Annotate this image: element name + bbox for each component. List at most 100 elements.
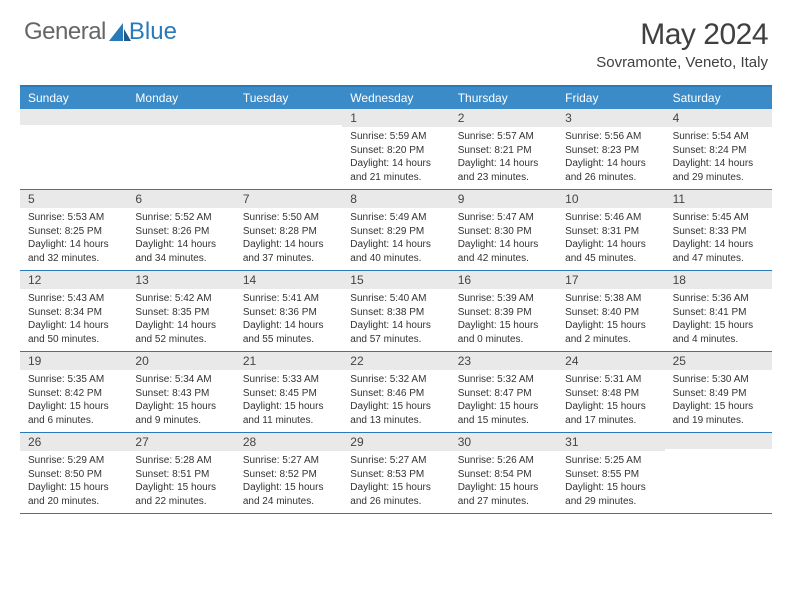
calendar: SundayMondayTuesdayWednesdayThursdayFrid… <box>20 85 772 514</box>
detail-line: Daylight: 14 hours <box>565 157 656 171</box>
day-number: 15 <box>342 271 449 289</box>
detail-line: Sunrise: 5:32 AM <box>350 373 441 387</box>
detail-line: Sunset: 8:21 PM <box>458 144 549 158</box>
detail-line: Sunrise: 5:59 AM <box>350 130 441 144</box>
day-number: 31 <box>557 433 664 451</box>
calendar-cell: 14Sunrise: 5:41 AMSunset: 8:36 PMDayligh… <box>235 271 342 351</box>
detail-line: and 42 minutes. <box>458 252 549 266</box>
detail-line: Sunrise: 5:41 AM <box>243 292 334 306</box>
calendar-week: 12Sunrise: 5:43 AMSunset: 8:34 PMDayligh… <box>20 271 772 352</box>
calendar-cell: 20Sunrise: 5:34 AMSunset: 8:43 PMDayligh… <box>127 352 234 432</box>
day-number <box>665 433 772 449</box>
day-detail: Sunrise: 5:39 AMSunset: 8:39 PMDaylight:… <box>450 289 557 351</box>
header: General Blue May 2024 Sovramonte, Veneto… <box>0 0 792 77</box>
detail-line: and 17 minutes. <box>565 414 656 428</box>
day-number: 25 <box>665 352 772 370</box>
day-detail: Sunrise: 5:53 AMSunset: 8:25 PMDaylight:… <box>20 208 127 270</box>
detail-line: Sunset: 8:29 PM <box>350 225 441 239</box>
detail-line: and 15 minutes. <box>458 414 549 428</box>
detail-line: Sunrise: 5:27 AM <box>350 454 441 468</box>
calendar-cell <box>20 109 127 189</box>
calendar-cell: 13Sunrise: 5:42 AMSunset: 8:35 PMDayligh… <box>127 271 234 351</box>
calendar-cell <box>127 109 234 189</box>
day-number: 3 <box>557 109 664 127</box>
detail-line: Daylight: 15 hours <box>350 481 441 495</box>
detail-line: Sunset: 8:25 PM <box>28 225 119 239</box>
day-number: 23 <box>450 352 557 370</box>
detail-line: Daylight: 15 hours <box>28 481 119 495</box>
calendar-cell: 16Sunrise: 5:39 AMSunset: 8:39 PMDayligh… <box>450 271 557 351</box>
location-label: Sovramonte, Veneto, Italy <box>596 54 768 71</box>
detail-line: Sunrise: 5:27 AM <box>243 454 334 468</box>
calendar-cell <box>665 433 772 513</box>
detail-line: Sunrise: 5:53 AM <box>28 211 119 225</box>
day-detail: Sunrise: 5:45 AMSunset: 8:33 PMDaylight:… <box>665 208 772 270</box>
day-detail: Sunrise: 5:28 AMSunset: 8:51 PMDaylight:… <box>127 451 234 513</box>
detail-line: Daylight: 15 hours <box>565 319 656 333</box>
detail-line: Sunrise: 5:34 AM <box>135 373 226 387</box>
calendar-cell: 22Sunrise: 5:32 AMSunset: 8:46 PMDayligh… <box>342 352 449 432</box>
title-block: May 2024 Sovramonte, Veneto, Italy <box>596 18 768 71</box>
day-detail: Sunrise: 5:59 AMSunset: 8:20 PMDaylight:… <box>342 127 449 189</box>
detail-line: and 29 minutes. <box>673 171 764 185</box>
day-detail: Sunrise: 5:47 AMSunset: 8:30 PMDaylight:… <box>450 208 557 270</box>
calendar-cell: 29Sunrise: 5:27 AMSunset: 8:53 PMDayligh… <box>342 433 449 513</box>
day-number <box>20 109 127 125</box>
weekday-header: Saturday <box>665 87 772 109</box>
detail-line: and 40 minutes. <box>350 252 441 266</box>
detail-line: Sunset: 8:40 PM <box>565 306 656 320</box>
detail-line: and 32 minutes. <box>28 252 119 266</box>
day-detail: Sunrise: 5:30 AMSunset: 8:49 PMDaylight:… <box>665 370 772 432</box>
weekday-header-row: SundayMondayTuesdayWednesdayThursdayFrid… <box>20 87 772 109</box>
calendar-cell: 10Sunrise: 5:46 AMSunset: 8:31 PMDayligh… <box>557 190 664 270</box>
logo-sail-icon <box>109 20 131 38</box>
day-number <box>127 109 234 125</box>
calendar-cell: 28Sunrise: 5:27 AMSunset: 8:52 PMDayligh… <box>235 433 342 513</box>
day-detail: Sunrise: 5:34 AMSunset: 8:43 PMDaylight:… <box>127 370 234 432</box>
detail-line: Daylight: 14 hours <box>350 157 441 171</box>
day-number: 24 <box>557 352 664 370</box>
detail-line: Sunrise: 5:56 AM <box>565 130 656 144</box>
detail-line: Daylight: 15 hours <box>458 481 549 495</box>
detail-line: Sunrise: 5:28 AM <box>135 454 226 468</box>
detail-line: Sunset: 8:31 PM <box>565 225 656 239</box>
day-number: 9 <box>450 190 557 208</box>
day-detail: Sunrise: 5:49 AMSunset: 8:29 PMDaylight:… <box>342 208 449 270</box>
day-number: 12 <box>20 271 127 289</box>
day-detail: Sunrise: 5:40 AMSunset: 8:38 PMDaylight:… <box>342 289 449 351</box>
day-number: 10 <box>557 190 664 208</box>
detail-line: and 11 minutes. <box>243 414 334 428</box>
weekday-header: Wednesday <box>342 87 449 109</box>
detail-line: Sunset: 8:52 PM <box>243 468 334 482</box>
detail-line: Daylight: 14 hours <box>350 319 441 333</box>
calendar-cell <box>235 109 342 189</box>
detail-line: and 22 minutes. <box>135 495 226 509</box>
detail-line: and 21 minutes. <box>350 171 441 185</box>
calendar-cell: 18Sunrise: 5:36 AMSunset: 8:41 PMDayligh… <box>665 271 772 351</box>
calendar-cell: 27Sunrise: 5:28 AMSunset: 8:51 PMDayligh… <box>127 433 234 513</box>
calendar-cell: 15Sunrise: 5:40 AMSunset: 8:38 PMDayligh… <box>342 271 449 351</box>
calendar-cell: 31Sunrise: 5:25 AMSunset: 8:55 PMDayligh… <box>557 433 664 513</box>
day-detail: Sunrise: 5:27 AMSunset: 8:53 PMDaylight:… <box>342 451 449 513</box>
detail-line: Daylight: 15 hours <box>673 400 764 414</box>
calendar-cell: 5Sunrise: 5:53 AMSunset: 8:25 PMDaylight… <box>20 190 127 270</box>
detail-line: Sunset: 8:38 PM <box>350 306 441 320</box>
detail-line: Sunset: 8:48 PM <box>565 387 656 401</box>
detail-line: Daylight: 14 hours <box>28 319 119 333</box>
day-detail: Sunrise: 5:29 AMSunset: 8:50 PMDaylight:… <box>20 451 127 513</box>
detail-line: Sunrise: 5:25 AM <box>565 454 656 468</box>
detail-line: Sunrise: 5:46 AM <box>565 211 656 225</box>
day-number: 29 <box>342 433 449 451</box>
day-detail: Sunrise: 5:32 AMSunset: 8:46 PMDaylight:… <box>342 370 449 432</box>
detail-line: and 55 minutes. <box>243 333 334 347</box>
detail-line: Daylight: 14 hours <box>673 157 764 171</box>
day-detail: Sunrise: 5:27 AMSunset: 8:52 PMDaylight:… <box>235 451 342 513</box>
detail-line: Sunrise: 5:38 AM <box>565 292 656 306</box>
detail-line: Daylight: 15 hours <box>565 481 656 495</box>
detail-line: Daylight: 14 hours <box>673 238 764 252</box>
detail-line: Daylight: 15 hours <box>243 481 334 495</box>
calendar-week: 19Sunrise: 5:35 AMSunset: 8:42 PMDayligh… <box>20 352 772 433</box>
detail-line: Daylight: 14 hours <box>28 238 119 252</box>
detail-line: Sunset: 8:24 PM <box>673 144 764 158</box>
day-detail: Sunrise: 5:25 AMSunset: 8:55 PMDaylight:… <box>557 451 664 513</box>
